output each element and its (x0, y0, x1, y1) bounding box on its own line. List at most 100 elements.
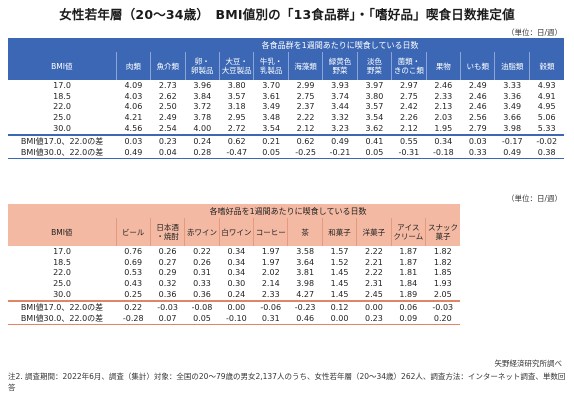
column-header: 茶 (287, 218, 323, 246)
table-cell: 2.75 (399, 91, 418, 101)
table-cell: 0.03 (460, 133, 495, 147)
group-header-row: 各嗜好品を1週間あたりに喫食している日数 (8, 204, 461, 218)
column-header: 淡色 野菜 (356, 52, 392, 80)
table-cell: -0.18 (426, 146, 461, 159)
column-header: 牛乳・ 乳製品 (253, 52, 289, 80)
table-cell: 3.80 (365, 91, 384, 101)
table-cell: 0.41 (357, 133, 392, 147)
group-header-row: 各食品群を1週間あたりに喫食している日数 (8, 38, 564, 52)
column-header: 日本酒 ・焼酎 (149, 218, 185, 246)
table-cell: 1.84 (399, 279, 418, 289)
unit-label-table1: （単位：日/週） (506, 28, 562, 37)
table-cell: 0.49 (494, 146, 530, 159)
column-header: いも類 (460, 52, 495, 80)
table-cell: 1.82 (433, 257, 452, 267)
column-header: 魚介類 (150, 52, 186, 80)
table-cell: 1.87 (399, 257, 418, 267)
corner-cell (8, 38, 116, 52)
table-cell: -0.03 (425, 299, 461, 313)
table-cell: 2.37 (296, 102, 315, 112)
table-cell: 0.29 (158, 268, 177, 278)
table-cell: 0.34 (426, 133, 461, 147)
table-cell: 3.81 (296, 268, 315, 278)
column-header: 和菓子 (321, 218, 357, 246)
table-cell: 0.49 (322, 133, 358, 147)
table-cell: 3.70 (262, 80, 281, 90)
table-cell: 0.00 (356, 299, 392, 313)
table-cell: 1.97 (261, 257, 280, 267)
table-cell: 1.93 (433, 279, 452, 289)
table-cell: -0.21 (322, 146, 358, 159)
table-cell: 0.07 (150, 312, 185, 325)
row-label: 25.0 (53, 113, 71, 123)
table-cell: 4.95 (537, 102, 556, 112)
table-cell: 2.05 (425, 289, 461, 302)
row-label: 30.0 (8, 289, 116, 302)
table-cell: 0.05 (253, 146, 289, 159)
table-cell: 3.36 (503, 91, 522, 101)
table-row: 18.5 0.69 0.27 0.26 0.34 1.97 3.64 1.52 2.21 1.87… (8, 257, 460, 268)
row-label: 17.0 (53, 80, 71, 90)
difference-row: BMI値30.0、22.0の差 -0.28 0.07 0.05 -0.10 0.31 0.4… (8, 312, 461, 325)
table-cell: -0.28 (116, 312, 151, 325)
table-cell: 2.79 (460, 123, 495, 136)
table-cell: 0.24 (219, 289, 254, 302)
table-cell: 0.28 (185, 146, 220, 159)
table-cell: 3.61 (262, 91, 281, 101)
table-cell: 2.22 (365, 246, 383, 256)
table-cell: 2.54 (150, 123, 186, 136)
table-cell: 1.87 (399, 246, 418, 256)
row-label: 18.5 (53, 257, 71, 267)
table-cell: 1.45 (330, 279, 349, 289)
corner-cell (8, 204, 116, 218)
row-label: 22.0 (53, 268, 71, 278)
table-cell: 2.02 (261, 268, 280, 278)
table-cell: 0.05 (357, 146, 392, 159)
table-cell: -0.17 (494, 133, 530, 147)
table-cell: -0.31 (391, 146, 427, 159)
table-cell: 2.49 (158, 113, 177, 123)
source-credit: 矢野経済研究所調べ (494, 359, 563, 368)
table-cell: 3.49 (262, 102, 281, 112)
table-cell: 3.84 (193, 91, 212, 101)
table-cell: 3.98 (494, 123, 530, 136)
table-cell: -0.10 (219, 312, 254, 325)
table-cell: 2.46 (468, 102, 487, 112)
table-row: 17.0 0.76 0.26 0.22 0.34 1.97 3.58 1.57 2.22 1.87… (8, 246, 460, 257)
table-cell: 2.46 (434, 80, 453, 90)
column-header: 海藻類 (287, 52, 323, 80)
row-label: 17.0 (53, 246, 71, 256)
table-cell: 4.93 (537, 80, 556, 90)
table-cell: 0.05 (184, 312, 220, 325)
table-cell: 2.56 (468, 113, 487, 123)
table-cell: 0.26 (193, 257, 211, 267)
table-cell: 0.12 (322, 299, 357, 313)
table-cell: 0.62 (219, 133, 254, 147)
table-cell: 0.31 (253, 312, 288, 325)
table-cell: 0.22 (116, 299, 151, 313)
row-label: 25.0 (53, 279, 71, 289)
table-cell: 2.49 (468, 80, 487, 90)
column-header: 大豆・ 大豆製品 (218, 52, 254, 80)
table-cell: 0.33 (460, 146, 495, 159)
table-cell: 1.82 (433, 246, 452, 256)
group-header: 各食品群を1週間あたりに喫食している日数 (261, 40, 419, 50)
table-cell: 2.21 (365, 257, 383, 267)
table-cell: 3.18 (227, 102, 246, 112)
table-cell: 3.33 (503, 80, 522, 90)
table-cell: 1.45 (330, 268, 349, 278)
table-cell: 3.49 (503, 102, 522, 112)
table-cell: 1.85 (433, 268, 452, 278)
table-cell: 1.89 (391, 289, 426, 302)
table-cell: 0.30 (227, 279, 246, 289)
table-cell: 3.72 (193, 102, 212, 112)
difference-row: BMI値17.0、22.0の差 0.22 -0.03 -0.08 0.00 -0.06 -0… (8, 299, 461, 313)
table-cell: -0.08 (184, 299, 220, 313)
column-header: 油脂類 (494, 52, 530, 80)
table-cell: 0.34 (227, 257, 246, 267)
table-cell: -0.02 (529, 133, 564, 147)
table-cell: 0.22 (193, 246, 211, 256)
table-cell: 3.32 (331, 113, 349, 123)
table-cell: 2.75 (296, 91, 315, 101)
table-cell: 3.57 (227, 91, 246, 101)
